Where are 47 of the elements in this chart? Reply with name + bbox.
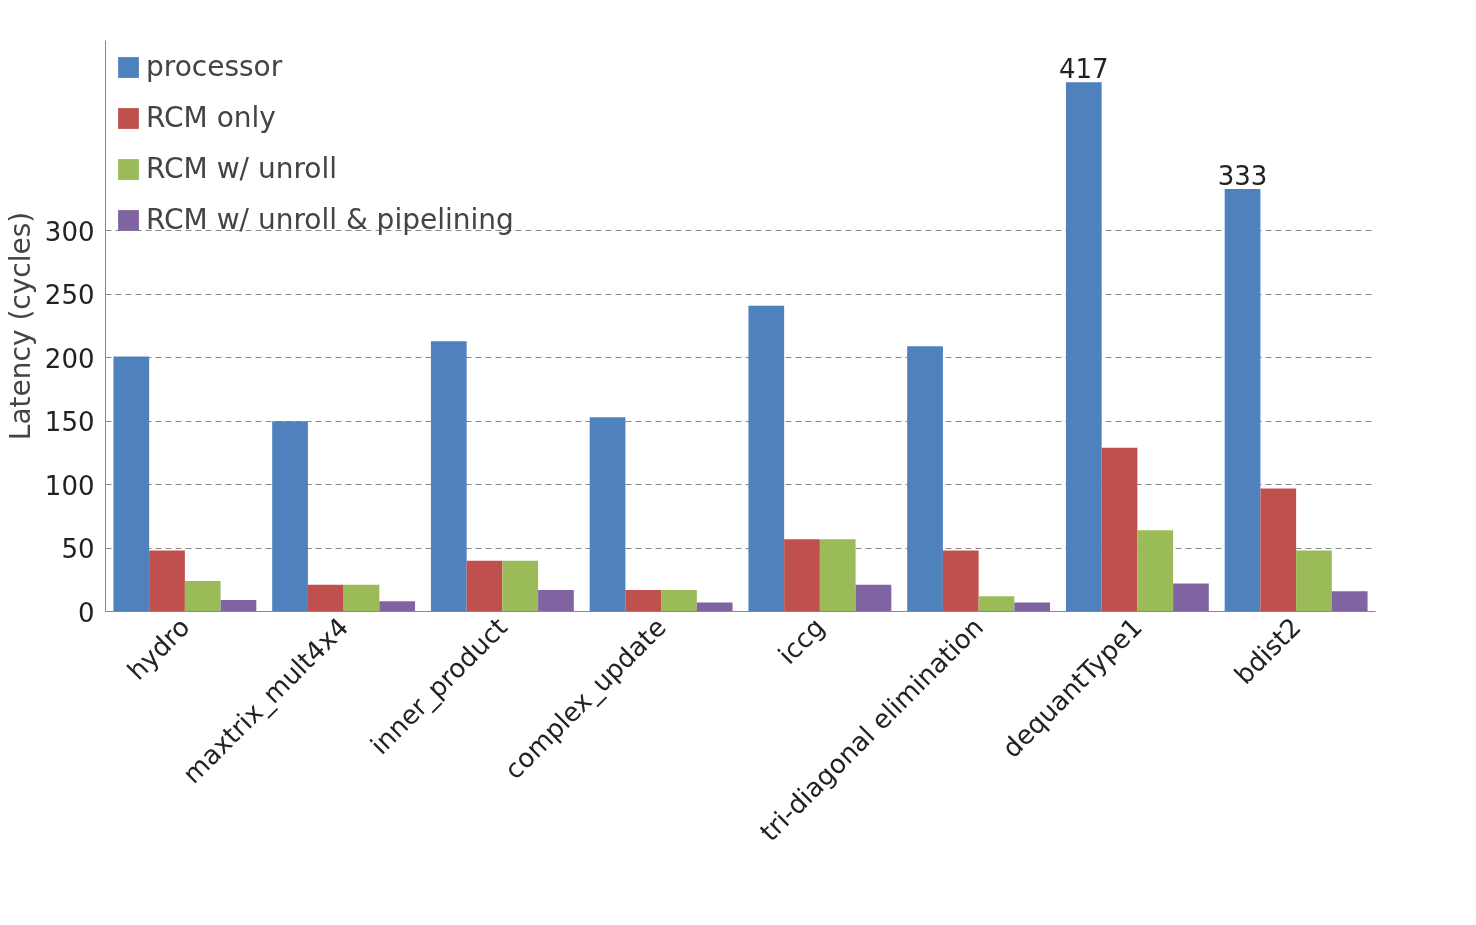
bar (819, 539, 856, 612)
y-tick-label: 250 (44, 280, 95, 311)
legend-label: processor (146, 50, 283, 83)
bar (1065, 82, 1102, 612)
bar (379, 601, 416, 612)
bar (220, 600, 257, 612)
legend-label: RCM only (146, 101, 276, 134)
bar (307, 584, 344, 612)
data-label: 417 (1058, 54, 1109, 85)
bar (272, 421, 308, 612)
bar (1014, 602, 1051, 612)
bar (184, 581, 221, 612)
bar (978, 596, 1015, 612)
y-tick-label: 150 (44, 407, 95, 438)
bar (502, 560, 539, 612)
y-tick-label: 0 (77, 597, 95, 628)
bar (661, 589, 697, 612)
legend-label: RCM w/ unroll (146, 152, 337, 185)
bar (430, 341, 467, 612)
y-tick-label: 200 (44, 343, 95, 374)
bar (149, 550, 185, 612)
x-tick-label: iccg (772, 611, 831, 671)
bar (784, 539, 820, 612)
y-tick-label: 300 (44, 216, 95, 247)
bar (466, 560, 503, 612)
data-label: 333 (1217, 160, 1268, 191)
bar (907, 346, 943, 612)
bar (1296, 550, 1332, 612)
bar (1137, 530, 1174, 612)
bar (1173, 583, 1209, 612)
bar (343, 584, 380, 612)
bar (589, 417, 626, 612)
bar (748, 305, 785, 612)
bar (1260, 488, 1297, 612)
y-tick-label: 50 (61, 534, 95, 565)
bar (696, 602, 733, 612)
legend-label: RCM w/ unroll & pipelining (146, 203, 514, 236)
bar (855, 584, 892, 612)
bar (1224, 188, 1261, 612)
bar (625, 589, 662, 612)
bar (942, 550, 979, 612)
bar (538, 589, 574, 612)
bar (113, 356, 150, 612)
y-tick-label: 100 (44, 470, 95, 501)
bar (1101, 447, 1138, 612)
bar (1331, 591, 1368, 612)
y-axis-title: Latency (cycles) (3, 211, 37, 441)
